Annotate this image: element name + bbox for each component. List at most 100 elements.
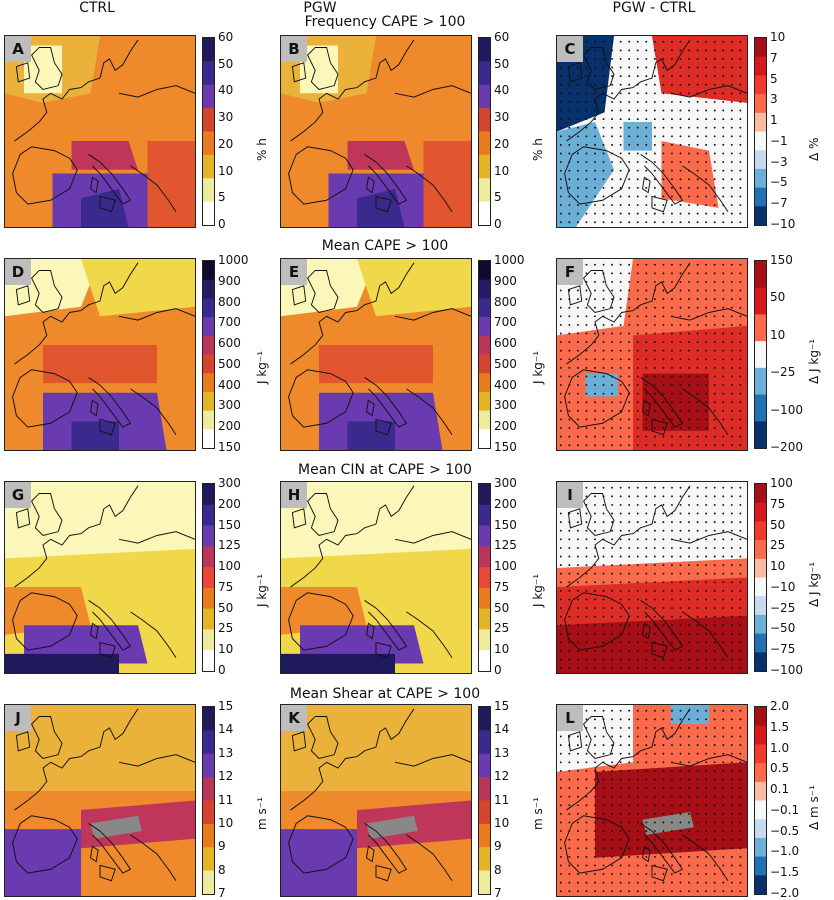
significance-dot: [671, 503, 673, 506]
significance-dot: [653, 332, 656, 335]
colorbar-tick-label: 50: [770, 290, 786, 305]
significance-dot: [671, 392, 673, 395]
significance-dot: [594, 401, 596, 404]
significance-dot: [619, 632, 622, 635]
colorbar-tick-label: 13: [494, 745, 510, 760]
significance-dot: [559, 349, 562, 352]
significance-dot: [713, 161, 716, 164]
significance-dot: [696, 204, 699, 206]
significance-dot: [645, 66, 648, 69]
coastline: [394, 308, 471, 321]
significance-dot: [628, 418, 631, 421]
significance-dot: [594, 280, 596, 283]
significance-dot: [611, 161, 614, 164]
colorbar-tick-label: 25: [494, 621, 510, 636]
significance-dot: [713, 135, 716, 138]
significance-dot: [662, 538, 665, 541]
significance-dot: [705, 118, 708, 121]
colorbar-segment: [755, 502, 766, 522]
colorbar-tick-label: 1.0: [770, 740, 790, 755]
significance-dot: [679, 821, 682, 824]
significance-dot: [559, 658, 562, 661]
significance-dot: [705, 864, 708, 867]
significance-dot: [671, 821, 673, 824]
significance-dot: [653, 435, 656, 438]
significance-dot: [628, 752, 631, 755]
significance-dot: [696, 409, 699, 412]
significance-dot: [671, 529, 673, 532]
significance-dot: [636, 726, 639, 729]
significance-dot: [611, 178, 614, 181]
significance-dot: [679, 615, 682, 618]
significance-dot: [679, 778, 682, 781]
coastline: [99, 195, 116, 213]
significance-dot: [628, 444, 631, 447]
coastline: [31, 715, 63, 760]
field-zone: [357, 188, 405, 227]
significance-dot: [619, 598, 622, 601]
colorbar-tick-label: −5: [770, 175, 788, 190]
significance-dot: [559, 392, 562, 395]
significance-dot: [713, 212, 716, 215]
significance-dot: [739, 109, 742, 112]
coastline: [670, 531, 747, 544]
significance-dot: [730, 632, 733, 635]
significance-dot: [739, 280, 742, 283]
significance-dot: [576, 735, 579, 738]
significance-dot: [594, 92, 596, 95]
significance-dot: [713, 581, 716, 584]
significance-dot: [679, 126, 682, 129]
significance-dot: [679, 495, 682, 498]
colorbar-tick-label: 11: [494, 792, 510, 807]
panel-letter-c: C: [557, 36, 583, 62]
significance-dot: [696, 521, 699, 524]
significance-dot: [705, 615, 708, 618]
significance-dot: [645, 409, 648, 412]
significance-dot: [559, 298, 562, 301]
significance-dot: [662, 392, 665, 395]
significance-dot: [671, 366, 673, 369]
significance-dot: [713, 109, 716, 112]
significance-dot: [576, 838, 579, 841]
significance-dot: [671, 409, 673, 412]
significance-dot: [722, 49, 725, 52]
significance-dot: [619, 607, 622, 610]
significance-dot: [713, 761, 716, 764]
significance-dot: [645, 349, 648, 352]
significance-dot: [559, 323, 562, 326]
significance-dot: [679, 427, 682, 429]
significance-dot: [688, 186, 690, 189]
significance-dot: [576, 92, 579, 95]
significance-dot: [679, 564, 682, 567]
colorbar-segment: [203, 707, 214, 731]
significance-dot: [671, 161, 673, 164]
significance-dot: [671, 546, 673, 549]
coastline: [31, 492, 63, 537]
significance-dot: [611, 315, 614, 318]
significance-dot: [636, 323, 639, 326]
coastline: [14, 39, 139, 142]
significance-dot: [713, 744, 716, 747]
significance-dot: [739, 75, 742, 78]
significance-dot: [713, 847, 716, 850]
significance-dot: [688, 821, 690, 824]
colorbar-segment: [203, 131, 214, 156]
significance-dot: [645, 366, 648, 369]
significance-dot: [730, 332, 733, 335]
coastline: [406, 388, 453, 435]
significance-dot: [645, 564, 648, 567]
significance-dot: [713, 306, 716, 309]
significance-dot: [585, 384, 588, 387]
significance-dot: [671, 615, 673, 618]
colorbar-tick-label: 400: [218, 377, 241, 392]
significance-dot: [696, 66, 699, 69]
significance-dot: [730, 555, 733, 558]
significance-dot: [730, 143, 733, 146]
significance-dot: [636, 667, 639, 670]
significance-dot: [679, 546, 682, 549]
colorbar-segment: [755, 781, 766, 801]
significance-dot: [739, 718, 742, 721]
colorbar-segment: [479, 629, 490, 651]
significance-dot: [662, 607, 665, 610]
significance-dot: [594, 57, 596, 60]
